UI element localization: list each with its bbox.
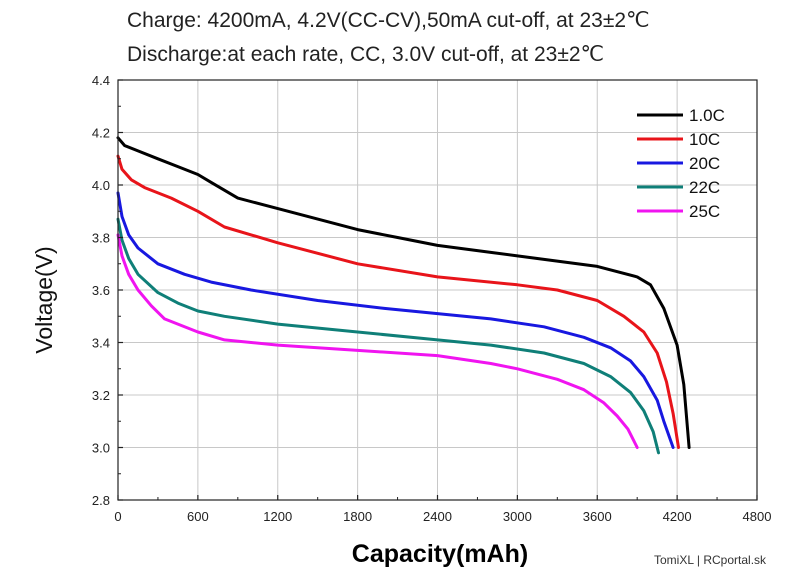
chart-title-line-1: Charge: 4200mA, 4.2V(CC-CV),50mA cut-off…: [127, 9, 650, 32]
series-line-20c: [116, 191, 675, 449]
y-tick-label: 4.2: [92, 126, 110, 141]
x-tick-label: 0: [114, 509, 121, 524]
y-tick-label: 4.0: [92, 178, 110, 193]
x-tick-label: 1800: [343, 509, 372, 524]
legend-label: 20C: [689, 154, 720, 173]
legend-label: 25C: [689, 202, 720, 221]
y-tick-label: 3.6: [92, 283, 110, 298]
x-axis-label: Capacity(mAh): [352, 540, 528, 568]
series-line-10c: [116, 154, 680, 449]
series-line-10c: [116, 136, 691, 449]
x-tick-label: 2400: [423, 509, 452, 524]
y-tick-label: 3.2: [92, 388, 110, 403]
image-credit: TomiXL | RCportal.sk: [654, 553, 767, 567]
legend: 1.0C 10C 20C 22C 25C: [637, 106, 725, 221]
y-tick-label: 4.4: [92, 73, 110, 88]
legend-label: 22C: [689, 178, 720, 197]
x-tick-label: 3600: [583, 509, 612, 524]
axis-ticks: 0 600 1200 1800 2400 3000 3600 4200 4800 2.8 3.0 3.…: [92, 73, 772, 524]
legend-label: 1.0C: [689, 106, 725, 125]
series-line-25c: [116, 233, 639, 449]
chart-title-line-2: Discharge:at each rate, CC, 3.0V cut-off…: [127, 43, 605, 66]
x-tick-label: 4800: [743, 509, 772, 524]
y-axis-label: Voltage(V): [31, 246, 57, 353]
x-tick-label: 1200: [263, 509, 292, 524]
y-tick-label: 3.0: [92, 441, 110, 456]
series-line-22c: [116, 217, 660, 455]
x-tick-label: 600: [187, 509, 209, 524]
grid: [118, 80, 757, 500]
x-tick-label: 3000: [503, 509, 532, 524]
y-tick-label: 2.8: [92, 493, 110, 508]
y-tick-label: 3.8: [92, 231, 110, 246]
y-tick-label: 3.4: [92, 336, 110, 351]
x-tick-label: 4200: [663, 509, 692, 524]
series-lines: [116, 136, 691, 455]
legend-label: 10C: [689, 130, 720, 149]
